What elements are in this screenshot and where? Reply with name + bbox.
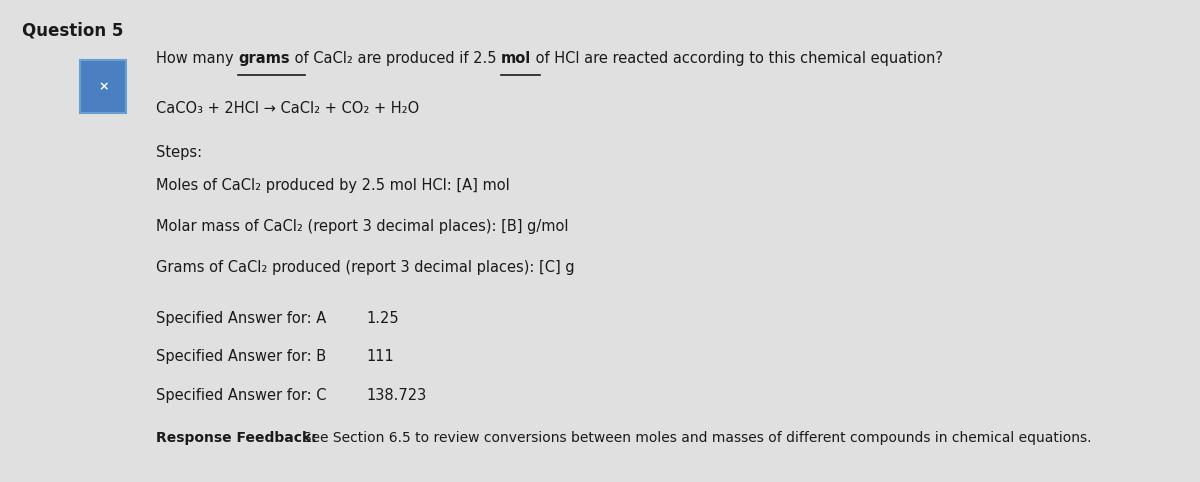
Text: mol: mol	[502, 51, 532, 66]
Text: Molar mass of CaCl₂ (report 3 decimal places): [B] g/mol: Molar mass of CaCl₂ (report 3 decimal pl…	[156, 219, 569, 234]
Text: Steps:: Steps:	[156, 145, 202, 160]
Text: Specified Answer for: A: Specified Answer for: A	[156, 311, 326, 326]
Text: Specified Answer for: C: Specified Answer for: C	[156, 388, 326, 403]
Text: See Section 6.5 to review conversions between moles and masses of different comp: See Section 6.5 to review conversions be…	[294, 431, 1092, 445]
Text: Specified Answer for: B: Specified Answer for: B	[156, 349, 326, 364]
Text: How many: How many	[156, 51, 239, 66]
Text: ×: ×	[98, 80, 108, 93]
FancyBboxPatch shape	[80, 60, 126, 113]
Text: CaCO₃ + 2HCl → CaCl₂ + CO₂ + H₂O: CaCO₃ + 2HCl → CaCl₂ + CO₂ + H₂O	[156, 101, 419, 116]
Text: 1.25: 1.25	[366, 311, 398, 326]
Text: 111: 111	[366, 349, 394, 364]
Text: of CaCl₂ are produced if 2.5: of CaCl₂ are produced if 2.5	[290, 51, 502, 66]
Text: of HCl are reacted according to this chemical equation?: of HCl are reacted according to this che…	[532, 51, 943, 66]
Text: grams: grams	[239, 51, 290, 66]
Text: Question 5: Question 5	[22, 22, 122, 40]
Text: Grams of CaCl₂ produced (report 3 decimal places): [C] g: Grams of CaCl₂ produced (report 3 decima…	[156, 260, 575, 275]
Text: 138.723: 138.723	[366, 388, 426, 403]
Text: Moles of CaCl₂ produced by 2.5 mol HCl: [A] mol: Moles of CaCl₂ produced by 2.5 mol HCl: …	[156, 178, 510, 193]
Text: Response Feedback:: Response Feedback:	[156, 431, 317, 445]
